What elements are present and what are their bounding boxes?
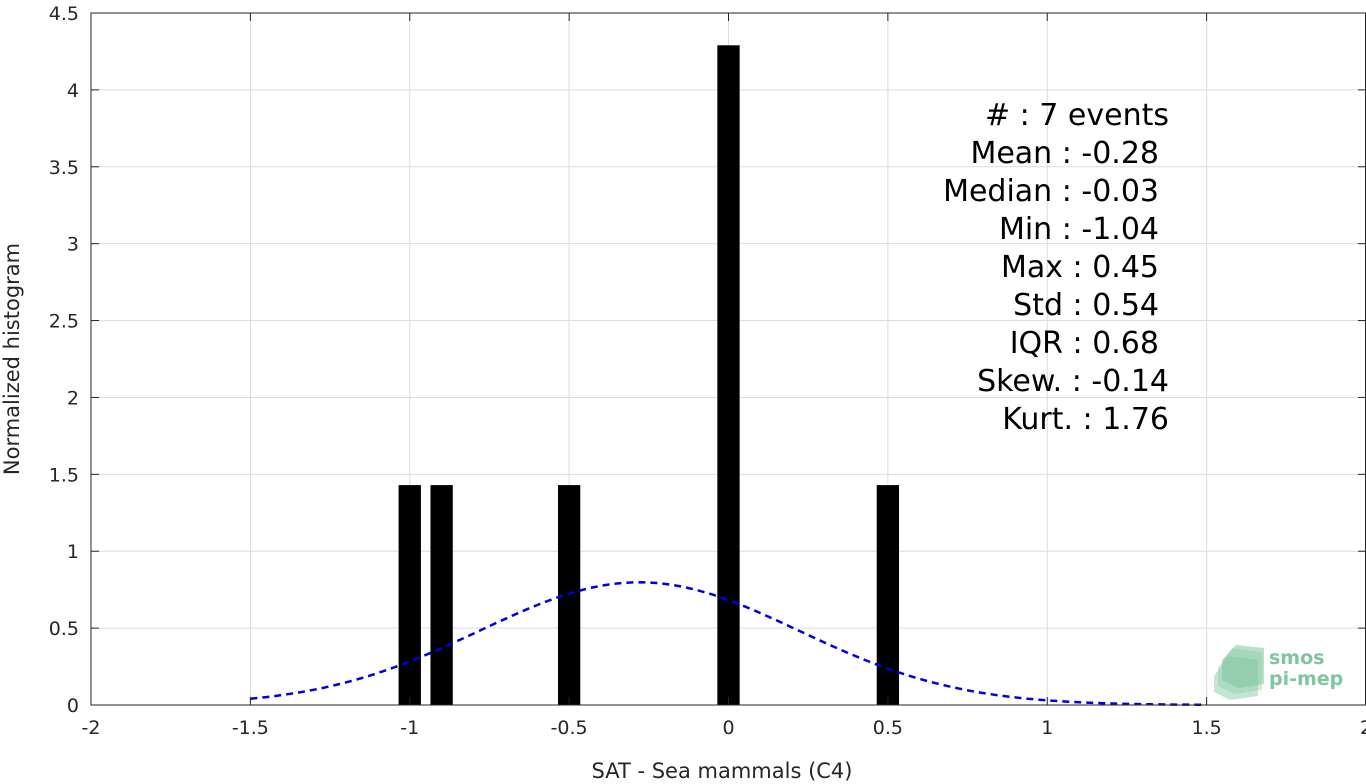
- stats-line-4: Max : 0.45: [1001, 250, 1159, 285]
- stats-line-5: Std : 0.54: [1013, 288, 1159, 323]
- stats-line-8: Kurt. : 1.76: [1002, 402, 1169, 437]
- stats-line-3: Min : -1.04: [999, 212, 1159, 247]
- x-tick-label-2: -1: [400, 717, 419, 739]
- histogram-bar-0: [398, 485, 421, 705]
- x-tick-label-4: 0: [722, 717, 734, 739]
- x-tick-label-0: -2: [82, 717, 101, 739]
- histogram-bar-3: [717, 45, 740, 705]
- histogram-bar-4: [876, 485, 900, 705]
- x-axis-ticks: -2 -1.5 -1 -0.5 0 0.5 1 1.5 2: [82, 13, 1366, 739]
- y-tick-label-4: 2: [67, 387, 79, 409]
- x-tick-label-7: 1.5: [1192, 717, 1222, 739]
- stats-line-6: IQR : 0.68: [1010, 326, 1159, 361]
- y-tick-label-3: 1.5: [49, 464, 79, 486]
- y-axis-ticks: 0 0.5 1 1.5 2 2.5 3 3.5 4 4.5: [49, 3, 1366, 717]
- y-tick-label-9: 4.5: [49, 3, 79, 25]
- x-axis-label: SAT - Sea mammals (C4): [592, 759, 853, 783]
- x-tick-label-6: 1: [1041, 717, 1053, 739]
- y-tick-label-0: 0: [67, 695, 79, 717]
- y-tick-label-7: 3.5: [49, 157, 79, 179]
- logo-text-line2: pi-mep: [1269, 668, 1343, 690]
- y-axis-label: Normalized histogram: [0, 243, 24, 475]
- y-tick-label-2: 1: [67, 541, 79, 563]
- logo-text-line1: smos: [1269, 647, 1324, 669]
- histogram-bar-1: [430, 485, 453, 705]
- stats-line-7: Skew. : -0.14: [977, 364, 1169, 399]
- stats-line-2: Median : -0.03: [943, 174, 1159, 209]
- logo-mark-icon: [1214, 645, 1264, 700]
- histogram-bar-2: [557, 485, 581, 705]
- smos-pi-mep-logo: smos pi-mep: [1214, 645, 1343, 700]
- stats-line-1: Mean : -0.28: [970, 136, 1159, 171]
- x-tick-label-8: 2: [1360, 717, 1366, 739]
- histogram-bars: [398, 45, 900, 705]
- x-tick-label-5: 0.5: [873, 717, 903, 739]
- x-tick-label-1: -1.5: [232, 717, 269, 739]
- x-tick-label-3: -0.5: [551, 717, 588, 739]
- y-tick-label-6: 3: [67, 234, 79, 256]
- y-tick-label-1: 0.5: [49, 618, 79, 640]
- y-tick-label-8: 4: [67, 80, 79, 102]
- stats-line-0: # : 7 events: [985, 98, 1169, 133]
- y-tick-label-5: 2.5: [49, 311, 79, 333]
